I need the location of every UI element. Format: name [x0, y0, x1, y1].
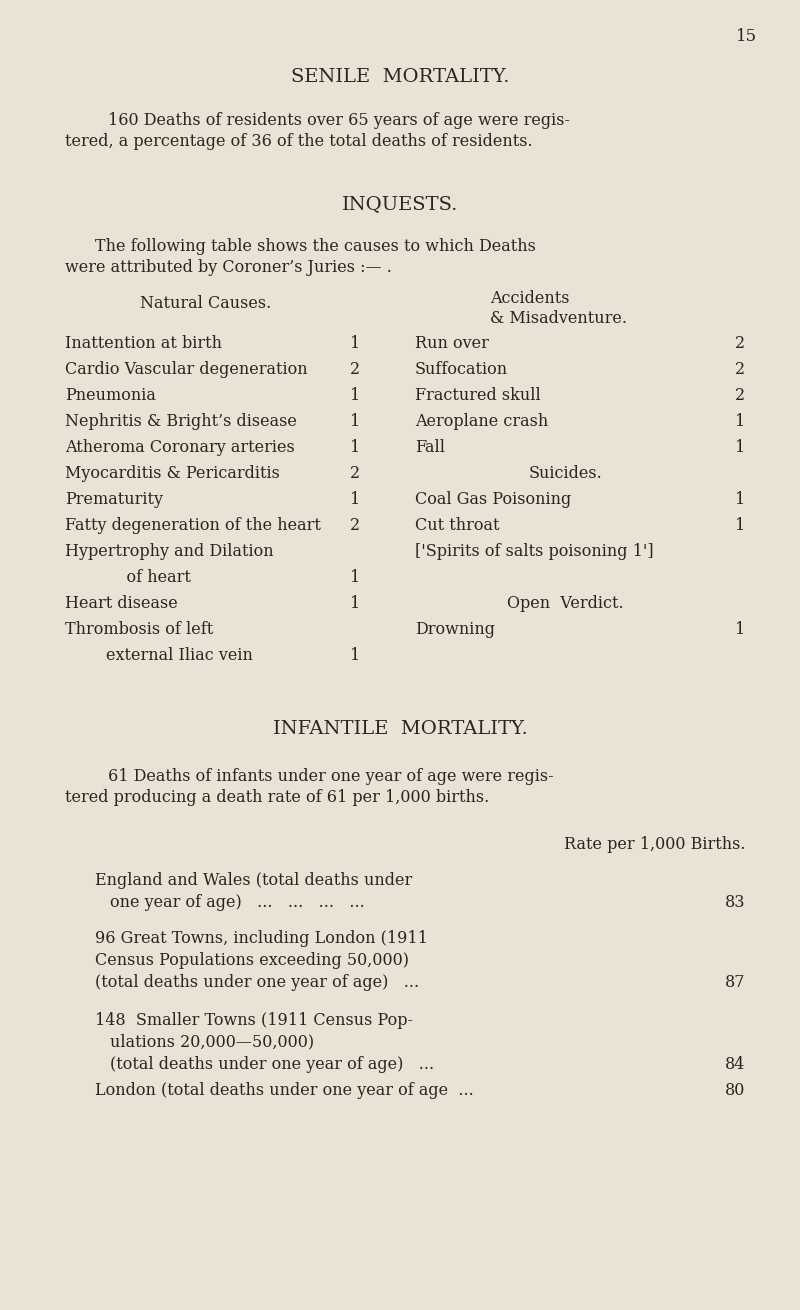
Text: Rate per 1,000 Births.: Rate per 1,000 Births. — [563, 836, 745, 853]
Text: 83: 83 — [725, 893, 745, 910]
Text: Suicides.: Suicides. — [528, 465, 602, 482]
Text: 84: 84 — [725, 1056, 745, 1073]
Text: 2: 2 — [735, 386, 745, 403]
Text: Prematurity: Prematurity — [65, 491, 163, 508]
Text: 87: 87 — [725, 973, 745, 990]
Text: Inattention at birth: Inattention at birth — [65, 335, 222, 352]
Text: Run over: Run over — [415, 335, 489, 352]
Text: 15: 15 — [736, 28, 757, 45]
Text: 2: 2 — [350, 465, 360, 482]
Text: 1: 1 — [350, 569, 360, 586]
Text: 1: 1 — [734, 621, 745, 638]
Text: 1: 1 — [350, 491, 360, 508]
Text: Fall: Fall — [415, 439, 445, 456]
Text: 148  Smaller Towns (1911 Census Pop-: 148 Smaller Towns (1911 Census Pop- — [95, 1011, 413, 1028]
Text: were attributed by Coroner’s Juries :— .: were attributed by Coroner’s Juries :— . — [65, 259, 392, 276]
Text: INFANTILE  MORTALITY.: INFANTILE MORTALITY. — [273, 719, 527, 738]
Text: Accidents: Accidents — [490, 290, 570, 307]
Text: 1: 1 — [350, 335, 360, 352]
Text: Cut throat: Cut throat — [415, 517, 499, 534]
Text: Coal Gas Poisoning: Coal Gas Poisoning — [415, 491, 571, 508]
Text: 1: 1 — [350, 647, 360, 664]
Text: Census Populations exceeding 50,000): Census Populations exceeding 50,000) — [95, 952, 409, 969]
Text: tered producing a death rate of 61 per 1,000 births.: tered producing a death rate of 61 per 1… — [65, 789, 490, 806]
Text: external Iliac vein: external Iliac vein — [65, 647, 253, 664]
Text: 1: 1 — [350, 439, 360, 456]
Text: 96 Great Towns, including London (1911: 96 Great Towns, including London (1911 — [95, 930, 428, 947]
Text: Fatty degeneration of the heart: Fatty degeneration of the heart — [65, 517, 321, 534]
Text: Open  Verdict.: Open Verdict. — [506, 595, 623, 612]
Text: 80: 80 — [725, 1082, 745, 1099]
Text: 1: 1 — [734, 439, 745, 456]
Text: 2: 2 — [735, 335, 745, 352]
Text: London (total deaths under one year of age  ...: London (total deaths under one year of a… — [95, 1082, 474, 1099]
Text: Aeroplane crash: Aeroplane crash — [415, 413, 548, 430]
Text: 2: 2 — [350, 517, 360, 534]
Text: SENILE  MORTALITY.: SENILE MORTALITY. — [290, 68, 510, 86]
Text: Heart disease: Heart disease — [65, 595, 178, 612]
Text: Atheroma Coronary arteries: Atheroma Coronary arteries — [65, 439, 294, 456]
Text: Cardio Vascular degeneration: Cardio Vascular degeneration — [65, 362, 308, 379]
Text: Natural Causes.: Natural Causes. — [140, 295, 271, 312]
Text: 1: 1 — [734, 517, 745, 534]
Text: Pneumonia: Pneumonia — [65, 386, 156, 403]
Text: Suffocation: Suffocation — [415, 362, 508, 379]
Text: 1: 1 — [734, 491, 745, 508]
Text: 1: 1 — [350, 413, 360, 430]
Text: Fractured skull: Fractured skull — [415, 386, 541, 403]
Text: 160 Deaths of residents over 65 years of age were regis-: 160 Deaths of residents over 65 years of… — [108, 111, 570, 128]
Text: (total deaths under one year of age)   ...: (total deaths under one year of age) ... — [110, 1056, 434, 1073]
Text: & Misadventure.: & Misadventure. — [490, 310, 627, 328]
Text: tered, a percentage of 36 of the total deaths of residents.: tered, a percentage of 36 of the total d… — [65, 134, 533, 151]
Text: Thrombosis of left: Thrombosis of left — [65, 621, 214, 638]
Text: The following table shows the causes to which Deaths: The following table shows the causes to … — [95, 238, 536, 255]
Text: 61 Deaths of infants under one year of age were regis-: 61 Deaths of infants under one year of a… — [108, 768, 554, 785]
Text: Myocarditis & Pericarditis: Myocarditis & Pericarditis — [65, 465, 280, 482]
Text: ['Spirits of salts poisoning 1']: ['Spirits of salts poisoning 1'] — [415, 544, 654, 559]
Text: 1: 1 — [734, 413, 745, 430]
Text: (total deaths under one year of age)   ...: (total deaths under one year of age) ... — [95, 973, 419, 990]
Text: Hypertrophy and Dilation: Hypertrophy and Dilation — [65, 544, 274, 559]
Text: 2: 2 — [350, 362, 360, 379]
Text: Nephritis & Bright’s disease: Nephritis & Bright’s disease — [65, 413, 297, 430]
Text: 2: 2 — [735, 362, 745, 379]
Text: INQUESTS.: INQUESTS. — [342, 195, 458, 214]
Text: one year of age)   ...   ...   ...   ...: one year of age) ... ... ... ... — [110, 893, 365, 910]
Text: Drowning: Drowning — [415, 621, 495, 638]
Text: of heart: of heart — [65, 569, 191, 586]
Text: 1: 1 — [350, 386, 360, 403]
Text: 1: 1 — [350, 595, 360, 612]
Text: ulations 20,000—50,000): ulations 20,000—50,000) — [110, 1034, 314, 1051]
Text: England and Wales (total deaths under: England and Wales (total deaths under — [95, 871, 412, 888]
